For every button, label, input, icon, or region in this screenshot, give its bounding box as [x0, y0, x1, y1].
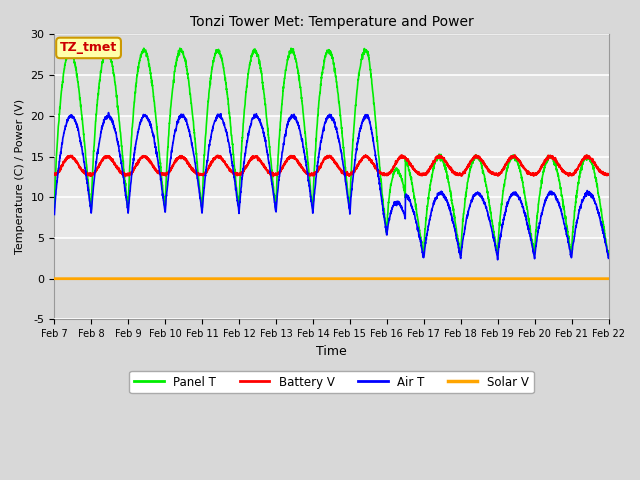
Title: Tonzi Tower Met: Temperature and Power: Tonzi Tower Met: Temperature and Power [189, 15, 474, 29]
Bar [54, 238, 609, 279]
Legend: Panel T, Battery V, Air T, Solar V: Panel T, Battery V, Air T, Solar V [129, 371, 534, 393]
Bar [54, 279, 609, 319]
Bar [54, 75, 609, 116]
Y-axis label: Temperature (C) / Power (V): Temperature (C) / Power (V) [15, 99, 25, 254]
Text: TZ_tmet: TZ_tmet [60, 41, 117, 54]
X-axis label: Time: Time [316, 345, 347, 358]
Bar [54, 35, 609, 75]
